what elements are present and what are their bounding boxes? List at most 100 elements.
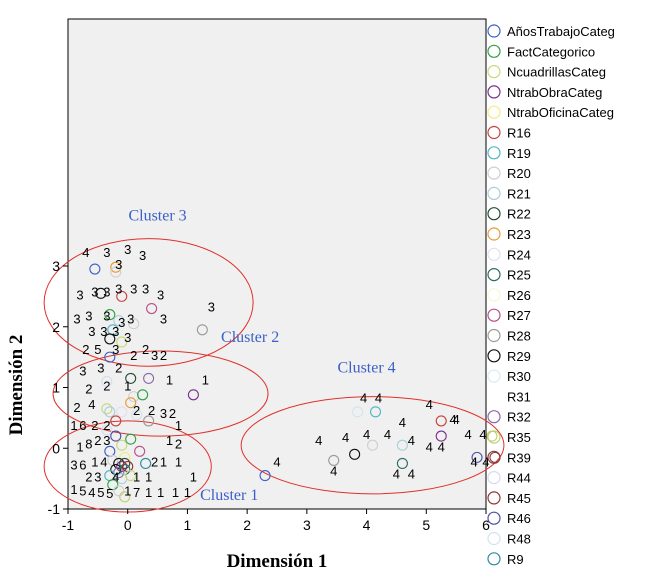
legend-marker [487, 491, 501, 505]
legend-entry-label: AñosTrabajoCateg [507, 24, 615, 39]
x-tick-label: 1 [184, 517, 192, 533]
point-label: 1 [145, 470, 152, 485]
point-label: 2 [160, 348, 167, 363]
point-label: 3 [103, 245, 110, 260]
legend-marker [487, 24, 501, 38]
data-point [107, 479, 119, 491]
point-label: 4 [408, 467, 415, 482]
point-label: 2 [151, 454, 158, 469]
legend-entry-label: R46 [507, 511, 531, 526]
point-label: 4 [112, 470, 119, 485]
point-label: 4 [88, 397, 95, 412]
point-label: 3 [127, 312, 134, 327]
data-point [95, 287, 107, 299]
data-point [113, 485, 125, 497]
legend-marker [487, 430, 501, 444]
data-points [89, 261, 501, 503]
point-label: 3 [70, 458, 77, 473]
cluster-ellipse-2 [52, 350, 269, 437]
legend-marker [487, 389, 501, 403]
cluster-label-1: Cluster 1 [200, 487, 258, 504]
legend-entry-label: R44 [507, 471, 531, 486]
point-label: 1 [190, 470, 197, 485]
legend-entry-label: R45 [507, 491, 531, 506]
data-point [471, 451, 483, 463]
cluster-ellipse-4 [240, 396, 505, 495]
data-point [259, 470, 271, 482]
data-point [104, 406, 116, 418]
legend-marker [487, 64, 501, 79]
data-point [352, 406, 364, 418]
point-label: 2 [94, 433, 101, 448]
point-label: 4 [384, 427, 391, 442]
y-tick-label: 1 [52, 380, 60, 396]
point-label: 4 [464, 427, 471, 442]
cluster-label-4: Cluster 4 [337, 359, 395, 376]
point-label: 1 [166, 372, 173, 387]
legend-marker [487, 369, 501, 383]
legend-entry-label: R48 [507, 532, 531, 547]
point-label: 3 [208, 300, 215, 315]
legend-marker [487, 288, 501, 302]
data-point [116, 336, 128, 348]
data-point [128, 391, 140, 403]
legend-marker [487, 125, 501, 140]
data-point [146, 302, 158, 315]
point-label: 3 [112, 324, 119, 339]
legend-entry-label: R24 [507, 247, 531, 262]
data-point [143, 415, 155, 427]
point-label: 3 [91, 284, 98, 299]
point-label: 3 [79, 363, 86, 378]
data-point [435, 430, 447, 442]
point-label: 4 [375, 391, 382, 406]
y-tick-label: 3 [52, 258, 60, 274]
point-label: 4 [100, 454, 107, 469]
legend-marker [487, 207, 501, 221]
x-tick-label: 4 [363, 517, 371, 533]
data-point [110, 430, 122, 442]
legend-entry-label: R29 [507, 349, 531, 364]
x-tick-label: 5 [422, 517, 430, 533]
point-label: 4 [273, 454, 280, 469]
x-tick-label: -1 [62, 517, 75, 533]
data-point [396, 439, 408, 451]
legend-entry-label: R28 [507, 329, 531, 344]
point-label: 2 [85, 470, 92, 485]
point-label: 4 [363, 427, 370, 442]
point-label: 3 [115, 281, 122, 296]
cluster-ellipse-3 [43, 238, 254, 367]
legend-entry-label: R9 [507, 552, 524, 567]
legend-entry-label: R19 [507, 146, 531, 161]
x-tick-label: 0 [124, 517, 132, 533]
point-label: 5 [97, 485, 104, 500]
point-label: 2 [133, 403, 140, 418]
point-label: 5 [94, 342, 101, 357]
point-label: 3 [103, 284, 110, 299]
y-tick-label: 0 [52, 440, 60, 456]
point-label: 4 [438, 439, 445, 454]
point-label: 1 [184, 485, 191, 500]
data-point [140, 457, 152, 469]
legend-entry-label: R23 [507, 227, 531, 242]
point-label: 4 [82, 245, 89, 260]
legend-marker [487, 511, 501, 525]
data-point [110, 463, 122, 476]
data-point [104, 351, 116, 363]
point-label: 4 [426, 439, 433, 454]
point-label: 4 [315, 433, 322, 448]
point-label: 4 [399, 415, 406, 430]
data-point [328, 454, 340, 466]
point-label: 1 [91, 454, 98, 469]
point-label: 2 [175, 436, 182, 451]
point-label: 3 [124, 330, 131, 345]
data-point [125, 372, 137, 384]
data-point [101, 375, 113, 387]
data-point [125, 397, 137, 409]
legend-marker [487, 531, 501, 546]
cluster-label-3: Cluster 3 [128, 207, 186, 224]
legend-marker [487, 552, 501, 566]
point-label: 3 [160, 312, 167, 327]
legend-entry-label: R26 [507, 288, 531, 303]
data-point [110, 415, 122, 427]
